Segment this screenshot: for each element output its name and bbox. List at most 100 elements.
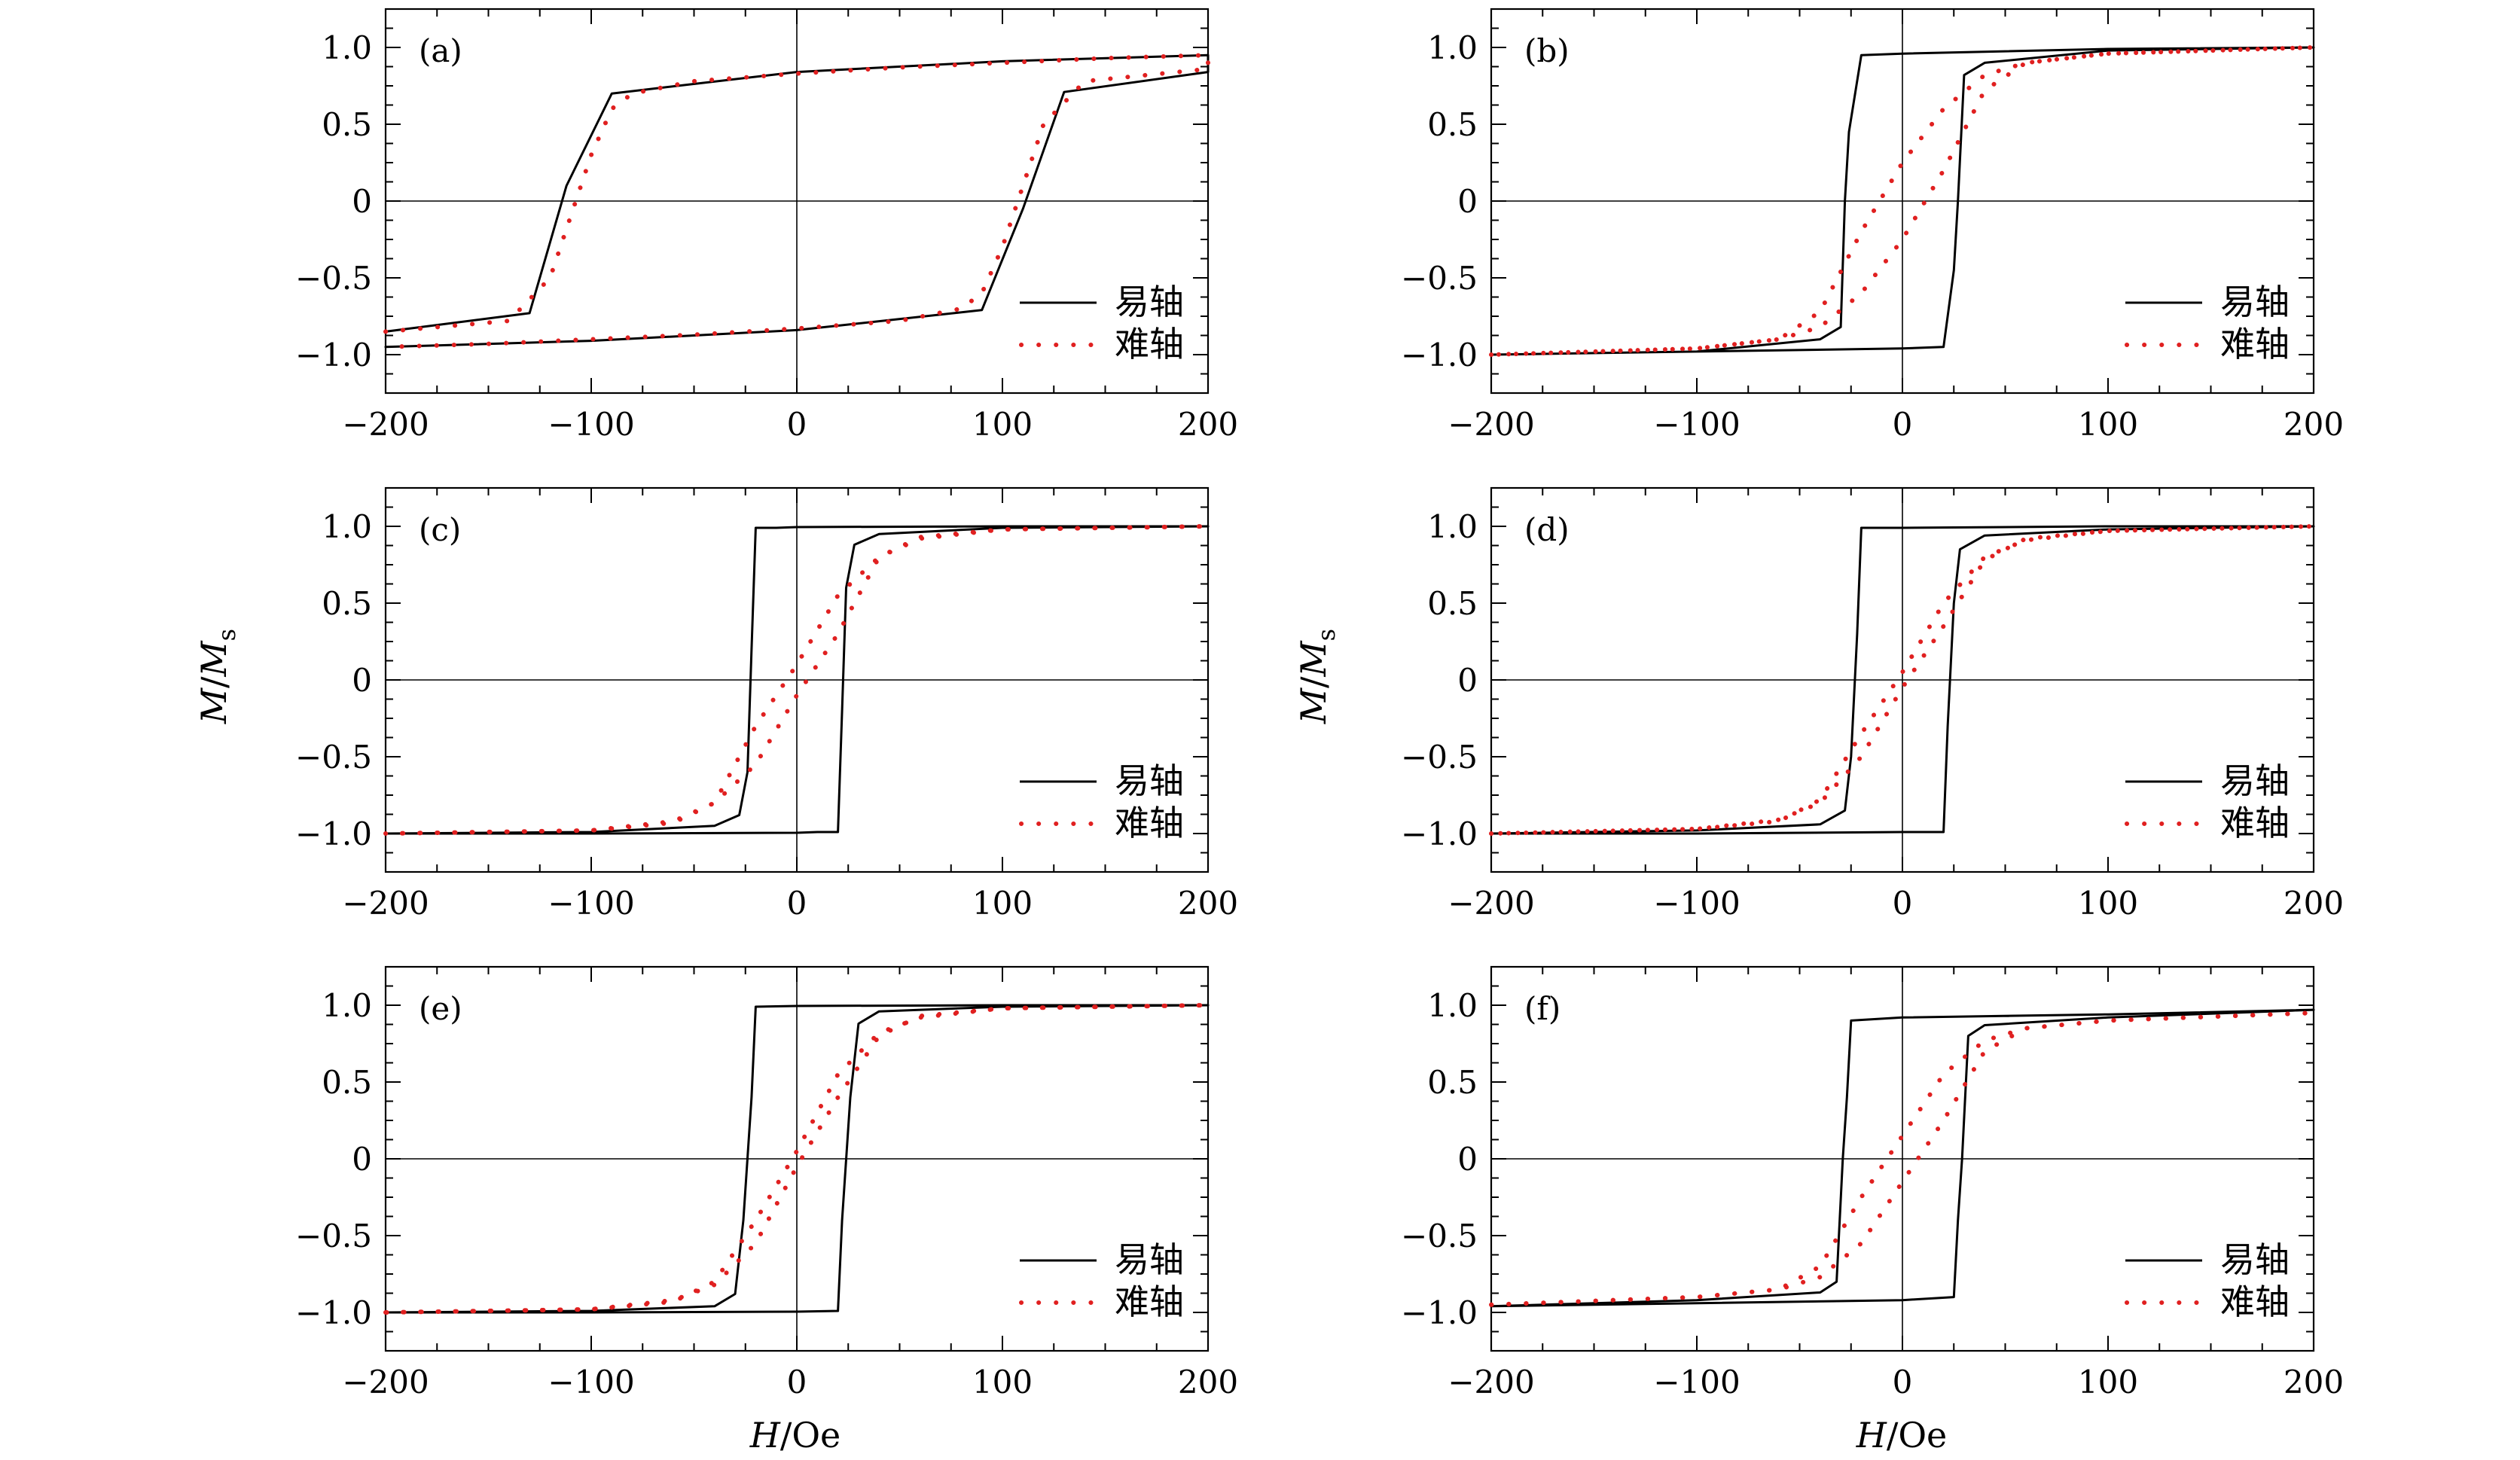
panel-e-x-tick-label: 100 [972,1364,1033,1401]
panel-c-y-tick-label: −0.5 [295,739,372,776]
x-axis-title-h: H [1856,1415,1887,1455]
panel-b-y-tick-label: 0.5 [1427,106,1478,143]
panel-b-y-tick-label: 0 [1457,183,1478,220]
panel-a-x-tick-label: 200 [1178,406,1238,443]
panel-a-legend-hard-label: 难轴 [1115,324,1184,364]
panel-f-label: (f) [1524,990,1561,1027]
panel-c-x-tick-label: 0 [787,885,807,922]
panel-d-x-tick-label: −100 [1653,885,1740,922]
panel-a-x-tick-label: −200 [342,406,429,443]
panel-c-x-tick-label: 100 [972,885,1033,922]
y-axis-title-m: M [1293,687,1334,724]
panel-f-y-tick-label: 0 [1457,1141,1478,1178]
y-axis-title-slash: / [1293,676,1334,688]
panel-c-y-tick-label: 0.5 [322,585,372,622]
x-axis-title-unit: /Oe [1887,1415,1947,1455]
y-axis-title-m2: M [194,639,234,677]
panel-e-y-tick-label: 0.5 [322,1064,372,1101]
panel-e-y-tick-label: 0 [352,1141,372,1178]
panel-a-y-tick-label: 0.5 [322,106,372,143]
panel-d-legend-hard-label: 难轴 [2220,803,2290,843]
panel-a-x-tick-label: 100 [972,406,1033,443]
panel-b-x-tick-label: −200 [1448,406,1534,443]
panel-e-y-tick-label: −0.5 [295,1218,372,1254]
panel-b-x-tick-label: 200 [2284,406,2344,443]
panel-b-y-tick-label: −1.0 [1401,337,1478,373]
panel-c-y-tick-label: 0 [352,662,372,699]
y-axis-title-m2: M [1293,639,1334,677]
y-axis-title-m: M [194,687,234,724]
panel-e-x-tick-label: 0 [787,1364,807,1401]
panels: −200 −100 0 100 2001.00.50−0.5−1.0(a)易轴难轴−20… [295,8,2344,1401]
y-axis-title-sub: s [1312,629,1341,641]
panel-e-x-tick-label: 200 [1178,1364,1238,1401]
panel-e-label: (e) [419,990,462,1027]
panel-a-hard-axis-series [383,53,1210,349]
panel-b-label: (b) [1524,32,1570,69]
panel-e-legend-easy-label: 易轴 [1115,1239,1184,1280]
panel-b-easy-axis-series [1490,46,2315,356]
panel-c-label: (c) [419,511,461,548]
panel-d-legend-easy-label: 易轴 [2220,760,2290,801]
panel-c-legend-easy-label: 易轴 [1115,760,1184,801]
panel-f-x-tick-label: 0 [1893,1364,1913,1401]
x-axis-title-left: H/Oe [749,1415,841,1455]
panel-e-easy-axis-series [384,1004,1210,1314]
panel-e-x-tick-label: −100 [548,1364,634,1401]
panel-d-y-tick-label: 0.5 [1427,585,1478,622]
panel-c-x-tick-label: −100 [548,885,634,922]
panel-a-x-tick-label: 0 [787,406,807,443]
panel-d-label: (d) [1524,511,1570,548]
panel-f-x-tick-label: −100 [1653,1364,1740,1401]
panel-f-x-tick-label: −200 [1448,1364,1534,1401]
panel-f-hard-axis-series [1489,1010,2316,1307]
panel-c-y-tick-label: −1.0 [295,815,372,852]
y-axis-title-left: M/Ms [194,629,241,724]
y-axis-title-right: M/Ms [1293,629,1341,724]
panel-f-x-tick-label: 100 [2078,1364,2138,1401]
panel-d-y-tick-label: 1.0 [1427,508,1478,545]
panel-b-x-tick-label: 100 [2078,406,2138,443]
panel-e-y-tick-label: 1.0 [322,987,372,1024]
panel-a-legend-easy-label: 易轴 [1115,282,1184,322]
panel-b-y-tick-label: 1.0 [1427,29,1478,66]
panel-d-x-tick-label: 200 [2284,885,2344,922]
panel-f-y-tick-label: −0.5 [1401,1218,1478,1254]
panel-b-legend-easy-label: 易轴 [2220,282,2290,322]
panel-e-x-tick-label: −200 [342,1364,429,1401]
panel-c-x-tick-label: 200 [1178,885,1238,922]
panel-c-legend-hard-label: 难轴 [1115,803,1184,843]
panel-d-x-tick-label: 0 [1893,885,1913,922]
panel-f-y-tick-label: 1.0 [1427,987,1478,1024]
panel-d-x-tick-label: 100 [2078,885,2138,922]
panel-c-easy-axis-series [384,525,1210,835]
panel-a-y-tick-label: 1.0 [322,29,372,66]
panel-f-x-tick-label: 200 [2284,1364,2344,1401]
y-axis-title-slash: / [194,676,234,688]
panel-c-y-tick-label: 1.0 [322,508,372,545]
panel-d-x-tick-label: −200 [1448,885,1534,922]
panel-d-y-tick-label: 0 [1457,662,1478,699]
x-axis-title-h: H [749,1415,781,1455]
x-axis-title-right: H/Oe [1856,1415,1948,1455]
panel-e-y-tick-label: −1.0 [295,1294,372,1331]
x-axis-title-unit: /Oe [780,1415,841,1455]
panel-b-x-tick-label: −100 [1653,406,1740,443]
panel-b-x-tick-label: 0 [1893,406,1913,443]
panel-b-y-tick-label: −0.5 [1401,260,1478,297]
y-axis-title-sub: s [212,629,241,641]
panel-f-legend-easy-label: 易轴 [2220,1239,2290,1280]
panel-d-y-tick-label: −1.0 [1401,815,1478,852]
panel-a-y-tick-label: −1.0 [295,337,372,373]
panel-e-legend-hard-label: 难轴 [1115,1282,1184,1322]
panel-a-y-tick-label: 0 [352,183,372,220]
panel-c-x-tick-label: −200 [342,885,429,922]
panel-f-y-tick-label: −1.0 [1401,1294,1478,1331]
panel-f-legend-hard-label: 难轴 [2220,1282,2290,1322]
panel-d-y-tick-label: −0.5 [1401,739,1478,776]
